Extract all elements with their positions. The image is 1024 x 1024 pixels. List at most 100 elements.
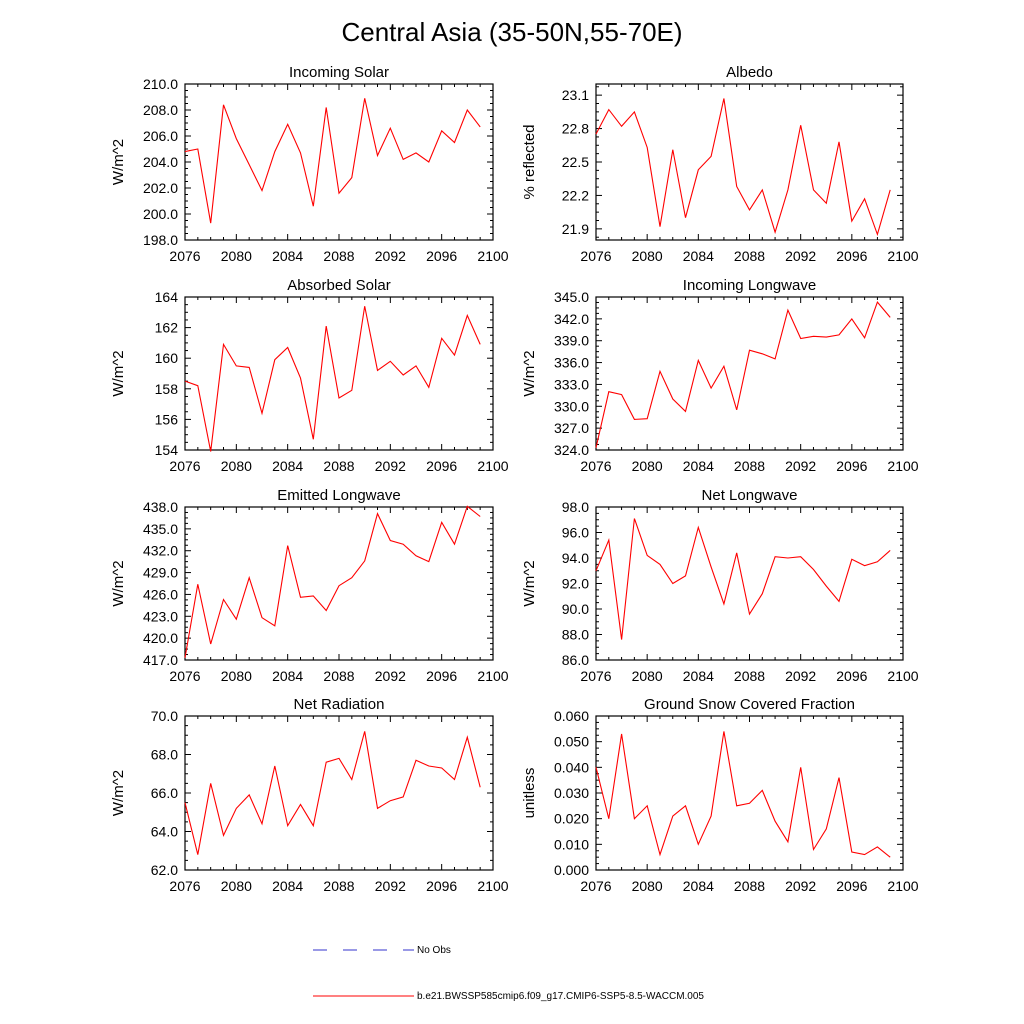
x-tick-label: 2088 — [734, 878, 765, 894]
y-tick-label: 429.0 — [143, 565, 178, 581]
x-tick-label: 2096 — [836, 248, 867, 264]
y-tick-label: 96.0 — [562, 525, 589, 541]
panel-title: Emitted Longwave — [277, 487, 400, 504]
x-tick-label: 2076 — [580, 458, 611, 474]
x-tick-label: 2092 — [375, 878, 406, 894]
series-line — [595, 731, 891, 858]
y-tick-label: 0.050 — [554, 734, 589, 750]
y-tick-label: 435.0 — [143, 521, 178, 537]
y-axis-label: W/m^2 — [110, 139, 127, 185]
legend: No Obs b.e21.BWSSP585cmip6.f09_g17.CMIP6… — [313, 945, 704, 1002]
y-tick-label: 339.0 — [554, 333, 589, 349]
y-tick-label: 66.0 — [151, 785, 178, 801]
chart-panel: Net Radiation W/m^2 2076 2080 2084 2088 2092 20… — [110, 696, 509, 894]
y-tick-label: 90.0 — [562, 601, 589, 617]
y-tick-label: 204.0 — [143, 154, 178, 170]
x-tick-label: 2092 — [785, 878, 816, 894]
y-tick-label: 64.0 — [151, 824, 178, 840]
x-tick-label: 2096 — [836, 668, 867, 684]
x-tick-label: 2088 — [734, 248, 765, 264]
series-line — [184, 306, 481, 452]
x-tick-label: 2076 — [580, 668, 611, 684]
panel-title: Incoming Solar — [289, 64, 389, 81]
x-tick-label: 2080 — [221, 668, 252, 684]
chart-panel: Incoming Solar W/m^2 2076 2080 2084 2088 2092 2… — [110, 64, 509, 264]
series-line — [595, 518, 891, 640]
panel-title: Net Longwave — [702, 487, 798, 504]
y-tick-label: 438.0 — [143, 499, 178, 515]
x-tick-label: 2100 — [477, 248, 508, 264]
y-tick-label: 154 — [155, 442, 179, 458]
x-tick-label: 2080 — [632, 668, 663, 684]
y-tick-label: 423.0 — [143, 608, 178, 624]
plot-frame — [184, 296, 494, 451]
y-tick-label: 342.0 — [554, 311, 589, 327]
y-tick-label: 158 — [155, 381, 179, 397]
x-tick-label: 2096 — [836, 458, 867, 474]
series-line — [595, 301, 891, 448]
x-tick-label: 2088 — [323, 668, 354, 684]
y-tick-label: 202.0 — [143, 180, 178, 196]
y-tick-label: 206.0 — [143, 128, 178, 144]
y-tick-label: 68.0 — [151, 747, 178, 763]
x-tick-label: 2084 — [683, 248, 714, 264]
x-tick-label: 2088 — [323, 248, 354, 264]
x-tick-label: 2076 — [580, 878, 611, 894]
y-tick-label: 432.0 — [143, 543, 178, 559]
x-tick-label: 2076 — [169, 458, 200, 474]
x-tick-label: 2084 — [683, 878, 714, 894]
y-tick-label: 0.030 — [554, 785, 589, 801]
y-tick-label: 0.040 — [554, 759, 589, 775]
y-tick-label: 420.0 — [143, 630, 178, 646]
chart-panel: Absorbed Solar W/m^2 2076 2080 2084 2088 2092 2… — [110, 277, 509, 474]
x-tick-label: 2092 — [785, 668, 816, 684]
x-tick-label: 2080 — [632, 458, 663, 474]
y-tick-label: 156 — [155, 411, 179, 427]
plot-frame — [184, 715, 494, 871]
plot-frame — [595, 506, 904, 661]
x-tick-label: 2096 — [426, 668, 457, 684]
x-tick-label: 2088 — [734, 668, 765, 684]
x-tick-label: 2084 — [683, 668, 714, 684]
figure-title: Central Asia (35-50N,55-70E) — [341, 17, 682, 47]
y-tick-label: 94.0 — [562, 550, 589, 566]
x-tick-label: 2092 — [375, 248, 406, 264]
series-line — [184, 731, 481, 855]
x-tick-label: 2100 — [477, 668, 508, 684]
y-axis-label: W/m^2 — [110, 770, 127, 816]
x-tick-label: 2084 — [272, 668, 303, 684]
x-tick-label: 2100 — [887, 668, 918, 684]
y-tick-label: 345.0 — [554, 289, 589, 305]
x-tick-label: 2076 — [580, 248, 611, 264]
y-tick-label: 21.9 — [562, 221, 589, 237]
x-tick-label: 2100 — [477, 458, 508, 474]
x-tick-label: 2100 — [887, 878, 918, 894]
panel-title: Ground Snow Covered Fraction — [644, 696, 855, 713]
y-tick-label: 22.2 — [562, 187, 589, 203]
y-tick-label: 0.060 — [554, 708, 589, 724]
x-tick-label: 2092 — [375, 458, 406, 474]
x-tick-label: 2096 — [426, 458, 457, 474]
panel-title: Net Radiation — [294, 696, 385, 713]
y-axis-label: W/m^2 — [521, 560, 538, 606]
y-tick-label: 98.0 — [562, 499, 589, 515]
y-axis-label: W/m^2 — [110, 560, 127, 606]
x-tick-label: 2084 — [683, 458, 714, 474]
y-tick-label: 86.0 — [562, 652, 589, 668]
series-line — [184, 505, 481, 658]
y-tick-label: 70.0 — [151, 708, 178, 724]
panel-title: Albedo — [726, 64, 773, 81]
y-tick-label: 324.0 — [554, 442, 589, 458]
plot-frame — [184, 83, 494, 241]
x-tick-label: 2096 — [836, 878, 867, 894]
chart-panel: Albedo % reflected 2076 2080 2084 2088 2092 209… — [521, 64, 919, 264]
y-tick-label: 160 — [155, 350, 179, 366]
y-tick-label: 200.0 — [143, 206, 178, 222]
y-tick-label: 426.0 — [143, 586, 178, 602]
y-tick-label: 164 — [155, 289, 179, 305]
panels: Incoming Solar W/m^2 2076 2080 2084 2088 2092 2… — [110, 64, 919, 894]
y-tick-label: 0.000 — [554, 862, 589, 878]
y-tick-label: 0.010 — [554, 836, 589, 852]
panel-title: Incoming Longwave — [683, 277, 816, 294]
